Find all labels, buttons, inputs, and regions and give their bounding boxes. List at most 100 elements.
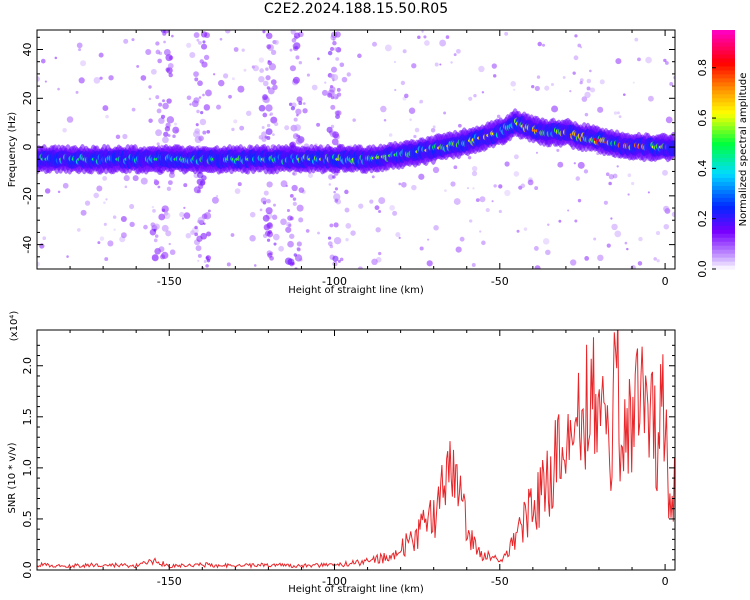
heatmap-speckle	[558, 219, 562, 223]
heatmap-speckle	[453, 53, 457, 57]
heatmap-striation	[332, 175, 336, 179]
heatmap-speckle	[37, 261, 40, 267]
heatmap-striation	[263, 190, 269, 196]
heatmap-speckle	[389, 205, 395, 211]
heatmap-speckle	[534, 85, 540, 92]
heatmap-speckle	[534, 186, 539, 191]
heatmap-speckle	[305, 229, 310, 233]
heatmap-speckle	[622, 93, 626, 97]
heatmap-speckle	[535, 151, 538, 154]
heatmap-speckle	[481, 240, 486, 246]
heatmap-striation	[267, 87, 275, 95]
heatmap-speckle	[103, 222, 107, 226]
heatmap-speckle	[455, 246, 462, 253]
heatmap-speckle	[230, 233, 235, 237]
heatmap-striation	[163, 211, 169, 216]
colorbar-label: Normalized spectral amplitude	[738, 73, 749, 227]
heatmap-speckle	[593, 237, 597, 241]
heatmap-speckle	[186, 95, 192, 100]
colorbar-segment	[712, 165, 735, 171]
heatmap-speckle	[426, 260, 433, 267]
heatmap-speckle	[424, 40, 430, 46]
heatmap-speckle	[653, 257, 657, 261]
figure-title: C2E2.2024.188.15.50.R05	[263, 1, 449, 17]
heatmap-speckle	[627, 193, 630, 196]
heatmap-speckle	[161, 224, 169, 232]
heatmap-speckle	[218, 79, 225, 87]
heatmap-speckle	[44, 188, 51, 194]
heatmap-speckle	[371, 258, 378, 266]
heatmap-speckle	[656, 259, 660, 263]
heatmap-speckle	[84, 200, 91, 206]
heatmap-striation	[266, 238, 271, 242]
heatmap-striation	[203, 260, 207, 263]
heatmap-striation	[197, 80, 203, 87]
heatmap-speckle	[567, 209, 570, 212]
heatmap-speckle	[112, 215, 117, 219]
heatmap-speckle	[394, 88, 397, 92]
colorbar-tick-label: 0.2	[696, 210, 709, 228]
heatmap-speckle	[541, 43, 546, 47]
heatmap-speckle	[589, 69, 592, 73]
heatmap-speckle	[400, 80, 406, 86]
heatmap-speckle	[645, 56, 652, 64]
heatmap-striation	[196, 109, 200, 114]
colorbar-segment	[712, 261, 735, 266]
heatmap-speckle	[213, 73, 216, 76]
heatmap-speckle	[663, 58, 667, 63]
heatmap-striation	[330, 124, 335, 129]
colorbar-segment	[712, 101, 735, 107]
heatmap-striation	[155, 49, 161, 55]
heatmap-striation	[329, 46, 335, 52]
heatmap-xtick-label: -50	[491, 275, 509, 288]
heatmap-striation	[292, 170, 298, 176]
colorbar-segment	[712, 69, 735, 75]
heatmap-striation	[201, 61, 208, 68]
colorbar-segment	[712, 249, 735, 254]
heatmap-striation	[157, 185, 161, 189]
heatmap-striation	[153, 178, 158, 183]
heatmap-speckle	[335, 57, 340, 61]
heatmap-frame	[36, 29, 676, 270]
snr-ytick-label: 0.0	[21, 561, 34, 579]
heatmap-striation	[158, 117, 165, 124]
heatmap-striation	[289, 193, 294, 198]
heatmap-speckle	[655, 231, 661, 236]
heatmap-speckle	[344, 207, 350, 213]
heatmap-speckle	[419, 101, 422, 104]
colorbar-segment	[712, 233, 735, 238]
heatmap-striation	[270, 116, 278, 124]
heatmap-striation	[157, 58, 162, 64]
heatmap-speckle	[151, 205, 155, 209]
heatmap-speckle	[252, 65, 259, 72]
heatmap-striation	[259, 68, 264, 73]
colorbar-tick-label: 0.6	[696, 109, 709, 127]
heatmap-speckle	[42, 236, 47, 241]
heatmap-striation	[168, 172, 175, 179]
heatmap-speckle	[148, 118, 153, 123]
heatmap-speckle	[574, 34, 578, 38]
heatmap-speckle	[523, 227, 528, 231]
heatmap-ylabel: Frequency (Hz)	[7, 112, 18, 188]
heatmap-striation	[296, 96, 303, 103]
heatmap-striation	[298, 101, 303, 106]
colorbar-segment	[712, 73, 735, 79]
heatmap-striation	[262, 214, 270, 222]
heatmap-speckle	[417, 35, 421, 40]
heatmap-speckle	[311, 84, 318, 91]
heatmap-speckle	[627, 173, 632, 178]
colorbar-segment	[712, 125, 735, 131]
heatmap-speckle	[411, 63, 417, 69]
snr-scale-label: (x10⁴)	[9, 311, 20, 342]
heatmap-speckle	[324, 81, 327, 84]
heatmap-speckle	[401, 181, 407, 188]
heatmap-speckle	[471, 170, 478, 177]
heatmap-speckle	[285, 226, 292, 233]
heatmap-speckle	[179, 211, 185, 218]
heatmap-speckle	[493, 74, 497, 78]
heatmap-speckle	[80, 209, 87, 216]
heatmap-speckle	[527, 179, 534, 186]
heatmap-speckle	[637, 261, 643, 266]
heatmap-speckle	[378, 209, 382, 213]
